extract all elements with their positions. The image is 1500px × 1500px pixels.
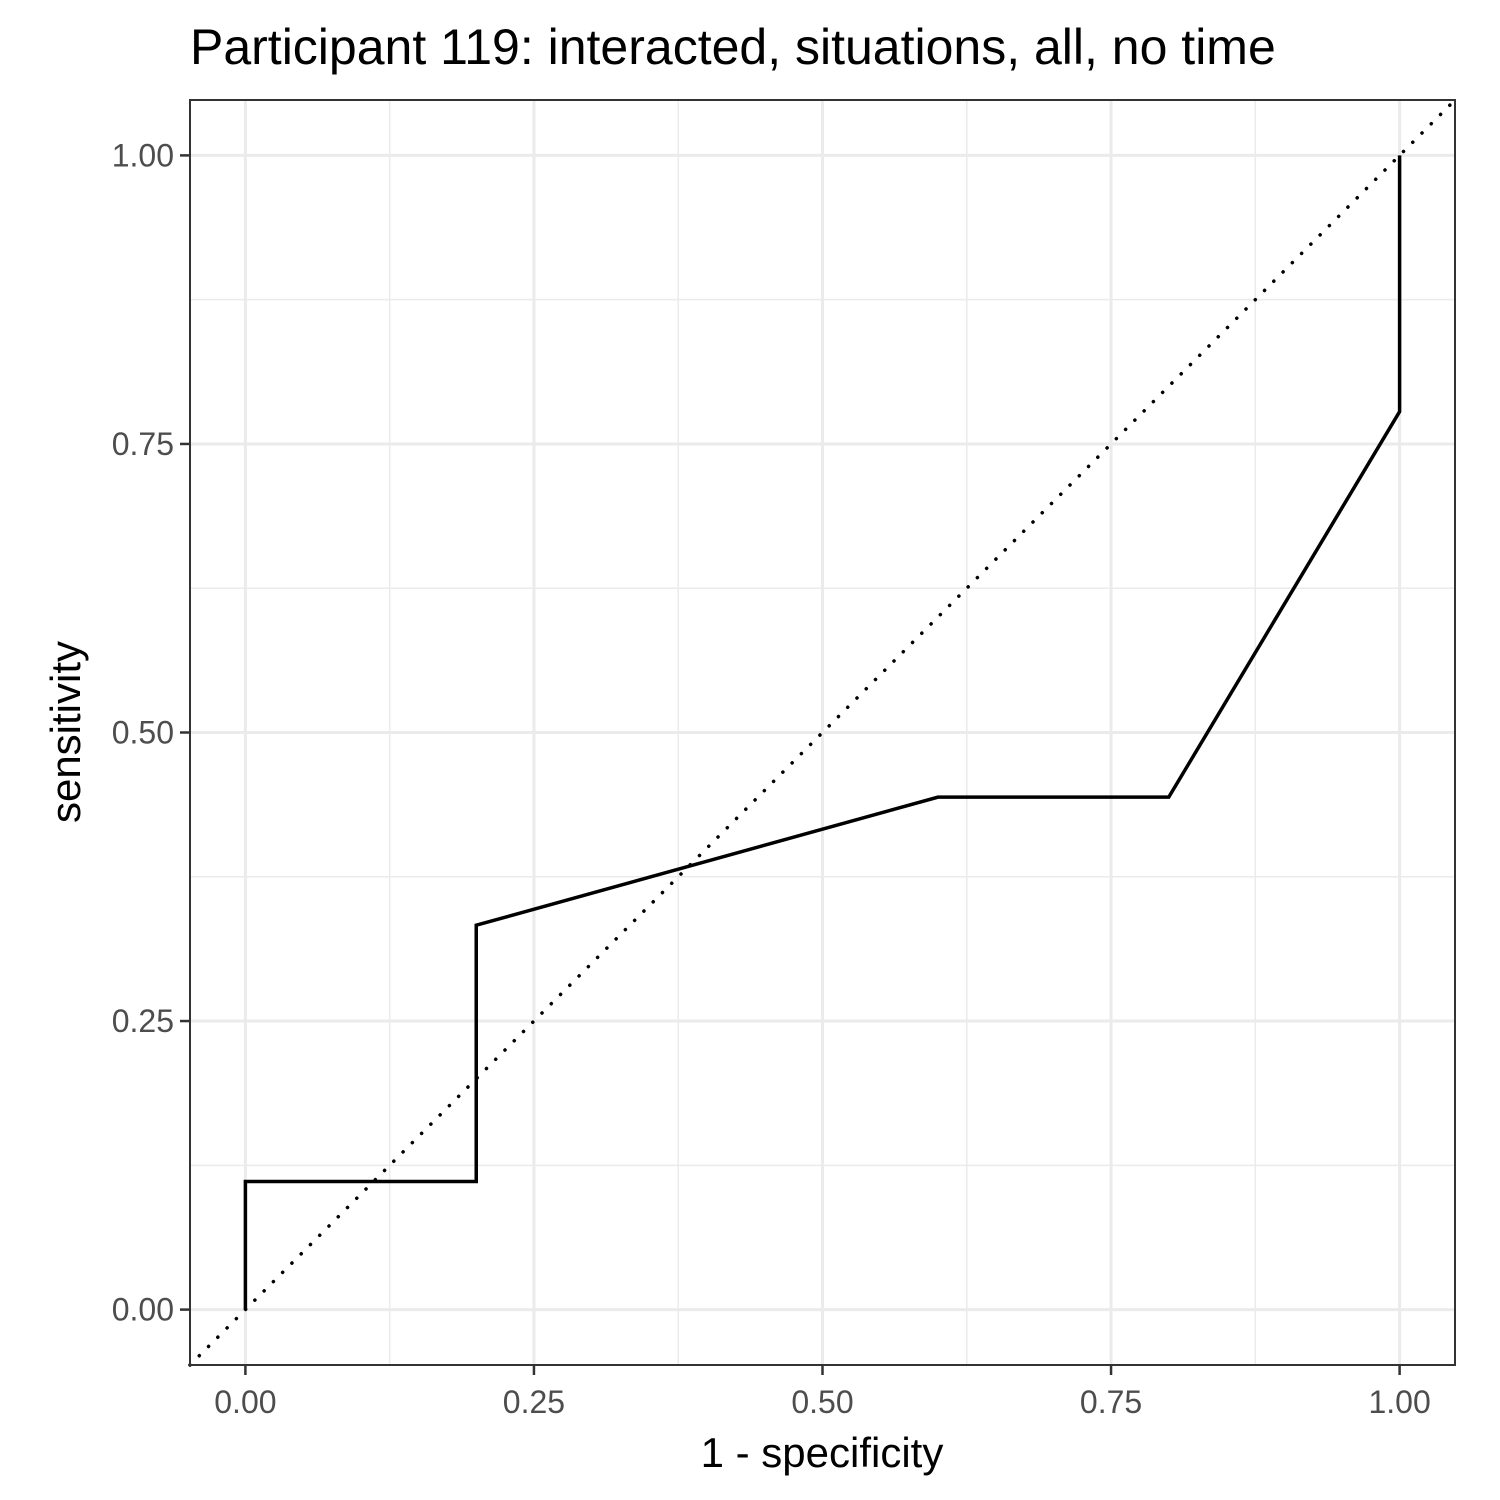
series-layer — [243, 155, 1402, 1310]
y-tick-label: 0.75 — [112, 426, 174, 462]
y-tick-label: 0.50 — [112, 715, 174, 751]
y-tick-label: 0.25 — [112, 1003, 174, 1039]
x-tick-label: 0.75 — [1080, 1384, 1142, 1420]
chart-title: Participant 119: interacted, situations,… — [190, 19, 1276, 75]
x-tick-label: 0.50 — [791, 1384, 853, 1420]
y-axis-ticks: 0.00 0.25 0.50 0.75 1.00 — [112, 137, 190, 1328]
x-tick-label: 1.00 — [1368, 1384, 1430, 1420]
x-tick-label: 0.00 — [214, 1384, 276, 1420]
x-tick-label: 0.25 — [503, 1384, 565, 1420]
y-axis-title: sensitivity — [42, 641, 89, 823]
x-axis-title: 1 - specificity — [701, 1429, 944, 1476]
y-tick-label: 1.00 — [112, 137, 174, 173]
y-tick-label: 0.00 — [112, 1292, 174, 1328]
x-axis-ticks: 0.00 0.25 0.50 0.75 1.00 — [214, 1365, 1431, 1420]
grid-major — [190, 100, 1455, 1365]
roc-curve-line — [243, 155, 1402, 1310]
